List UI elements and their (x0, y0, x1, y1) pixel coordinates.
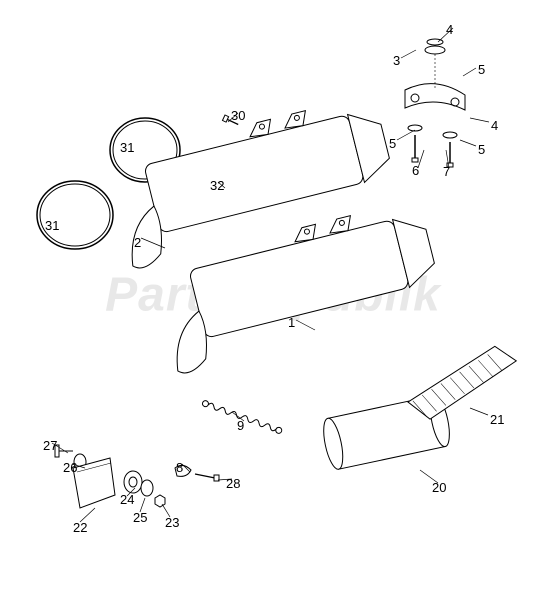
callout-23-24: 23 (165, 515, 179, 530)
callout-31-11: 31 (45, 218, 59, 233)
callout-28-20: 28 (226, 476, 240, 491)
callout-27-16: 27 (43, 438, 57, 453)
callout-1-13: 1 (288, 315, 295, 330)
callout-3-1: 3 (393, 53, 400, 68)
callout-6-8: 6 (412, 163, 419, 178)
callout-20-19: 20 (432, 480, 446, 495)
callout-26-17: 26 (63, 460, 77, 475)
callout-32-10: 32 (210, 178, 224, 193)
callout-5-6: 5 (478, 142, 485, 157)
callout-2-12: 2 (134, 235, 141, 250)
callout-8-18: 8 (176, 460, 183, 475)
callout-25-22: 25 (133, 510, 147, 525)
callout-5-2: 5 (478, 62, 485, 77)
callout-5-5: 5 (389, 136, 396, 151)
callout-30-4: 30 (231, 108, 245, 123)
callout-7-9: 7 (443, 164, 450, 179)
callout-4-0: 4 (446, 22, 453, 37)
callout-22-23: 22 (73, 520, 87, 535)
parts-diagram: PartsRepublik 43543055316732312121927268… (0, 0, 546, 589)
labels-layer: 43543055316732312121927268202824252223 (0, 0, 546, 589)
callout-21-14: 21 (490, 412, 504, 427)
callout-24-21: 24 (120, 492, 134, 507)
callout-31-7: 31 (120, 140, 134, 155)
callout-4-3: 4 (491, 118, 498, 133)
callout-9-15: 9 (237, 418, 244, 433)
